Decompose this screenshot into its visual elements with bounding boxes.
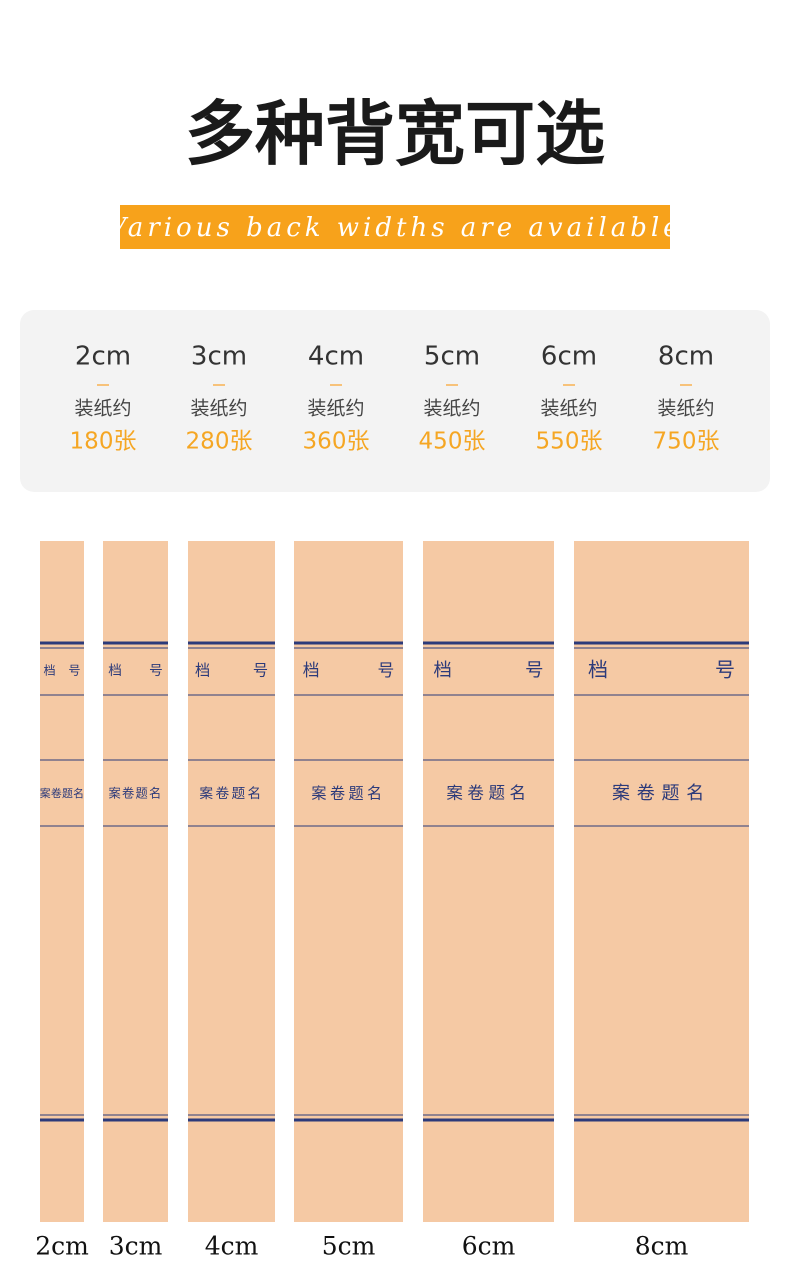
spine xyxy=(188,541,275,1222)
spine-width-label: 4cm xyxy=(205,1232,259,1261)
spine-title-field: 案卷题名 xyxy=(311,785,385,803)
spine-title-field: 案卷题名 xyxy=(446,784,530,803)
spine-field-right: 号 xyxy=(378,660,395,680)
option-label: 装纸约 xyxy=(74,398,131,420)
option-count: 550张 xyxy=(536,429,603,455)
option-label: 装纸约 xyxy=(307,398,364,420)
title: 多种背宽可选 xyxy=(185,92,605,175)
option-width: 4cm xyxy=(308,342,364,372)
option-label: 装纸约 xyxy=(657,398,714,420)
spine-width-label: 5cm xyxy=(322,1232,376,1261)
option-count: 360张 xyxy=(303,429,370,455)
spine-field-right: 号 xyxy=(715,658,735,682)
spine-field-left: 档 xyxy=(44,664,56,678)
option-width: 2cm xyxy=(75,342,131,372)
option-label: 装纸约 xyxy=(423,398,480,420)
spine-field-left: 档 xyxy=(195,662,210,680)
options-card xyxy=(20,310,770,492)
spine-title-field: 案卷题名 xyxy=(199,785,263,802)
option-count: 180张 xyxy=(70,429,137,455)
spine-title-field: 案卷题名 xyxy=(108,786,162,801)
spine-field-right: 号 xyxy=(149,663,163,679)
spine-field-right: 号 xyxy=(68,664,80,678)
option-width: 8cm xyxy=(658,342,714,372)
option-label: 装纸约 xyxy=(540,398,597,420)
spine xyxy=(574,541,749,1222)
spine-field-left: 档 xyxy=(588,658,608,682)
spine-field-right: 号 xyxy=(525,660,543,681)
spine-field-left: 档 xyxy=(303,660,320,680)
spine-field-right: 号 xyxy=(253,662,268,680)
spine xyxy=(294,541,403,1222)
spine-field-left: 档 xyxy=(108,663,122,679)
option-width: 3cm xyxy=(191,342,247,372)
option-width: 6cm xyxy=(541,342,597,372)
subtitle-banner xyxy=(120,205,670,249)
spine-width-label: 2cm xyxy=(35,1232,89,1261)
spine-title-field: 案卷题名 xyxy=(612,783,711,804)
spine-field-left: 档 xyxy=(433,660,451,681)
option-label: 装纸约 xyxy=(190,398,247,420)
option-count: 450张 xyxy=(419,429,486,455)
spine-width-label: 8cm xyxy=(635,1232,689,1261)
spine xyxy=(40,541,84,1222)
option-width: 5cm xyxy=(424,342,480,372)
option-count: 280张 xyxy=(186,429,253,455)
spine-width-label: 3cm xyxy=(109,1232,163,1261)
spine-width-label: 6cm xyxy=(462,1232,516,1261)
option-count: 750张 xyxy=(653,429,720,455)
spine xyxy=(103,541,168,1222)
spine xyxy=(423,541,554,1222)
spine-title-field: 案卷题名 xyxy=(40,786,84,800)
subtitle: Various back widths are available xyxy=(107,213,682,243)
